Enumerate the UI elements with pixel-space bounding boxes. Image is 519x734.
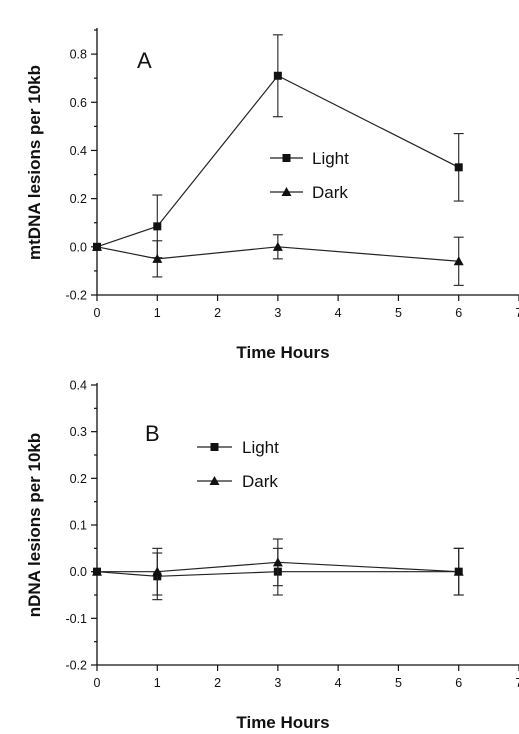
x-axis-title: Time Hours	[236, 713, 329, 732]
y-tick-label: 0.8	[70, 48, 87, 62]
legend-marker	[281, 187, 292, 196]
y-tick-label: 0.6	[70, 96, 87, 110]
panel-label: B	[145, 421, 160, 446]
data-point	[453, 256, 464, 266]
legend-marker	[209, 476, 220, 485]
x-tick-label: 7	[516, 306, 519, 320]
x-tick-label: 2	[214, 306, 221, 320]
x-tick-label: 0	[94, 676, 101, 690]
legend-label: Light	[312, 149, 349, 168]
y-axis-title: nDNA lesions per 10kb	[25, 433, 44, 618]
y-tick-label: -0.2	[65, 659, 87, 673]
series-line	[96, 246, 459, 262]
x-tick-label: 7	[516, 676, 519, 690]
data-point	[273, 71, 282, 80]
x-tick-label: 5	[395, 676, 402, 690]
data-point	[454, 163, 463, 172]
series-line	[97, 561, 459, 573]
series-dark	[92, 538, 464, 596]
legend-label: Dark	[312, 183, 348, 202]
y-tick-label: 0.3	[70, 425, 87, 439]
x-tick-label: 6	[455, 676, 462, 690]
legend: Light Dark	[197, 438, 279, 491]
data-point	[92, 566, 102, 576]
x-tick-label: 5	[395, 306, 402, 320]
y-tick-label: 0.0	[70, 565, 87, 579]
legend-label: Dark	[242, 472, 278, 491]
data-point	[152, 566, 163, 576]
series-line	[96, 75, 459, 248]
x-tick-label: 6	[455, 306, 462, 320]
legend-marker	[282, 154, 291, 162]
data-point	[153, 222, 162, 231]
legend-label: Light	[242, 438, 279, 457]
x-axis-title: Time Hours	[236, 343, 329, 362]
series-dark	[92, 234, 464, 286]
data-point	[92, 241, 102, 251]
data-point	[272, 241, 283, 251]
x-tick-label: 4	[335, 306, 342, 320]
y-tick-label: 0.2	[70, 472, 87, 486]
y-tick-label: 0.2	[70, 192, 87, 206]
panel-label: A	[137, 48, 152, 73]
legend: Light Dark	[270, 149, 349, 202]
x-tick-label: 3	[274, 676, 281, 690]
y-tick-label: -0.2	[65, 289, 87, 303]
x-tick-label: 2	[214, 676, 221, 690]
y-tick-label: 0.0	[70, 240, 87, 254]
y-tick-label: 0.4	[70, 144, 87, 158]
data-point	[152, 253, 163, 263]
x-tick-label: 0	[94, 306, 101, 320]
chart-panel-a: 0 1 2 3 4 5 6 7 -0.2 0.0 0.2 0.4 0.6 0.8 Time Hours mtD…	[25, 28, 519, 362]
legend-marker	[210, 443, 219, 451]
y-axis-title: mtDNA lesions per 10kb	[25, 65, 44, 260]
x-tick-label: 1	[154, 676, 161, 690]
y-tick-label: 0.1	[70, 519, 87, 533]
data-point	[272, 557, 283, 567]
series-line	[96, 571, 459, 577]
x-tick-label: 3	[274, 306, 281, 320]
y-tick-label: -0.1	[65, 612, 87, 626]
y-tick-label: 0.4	[70, 379, 87, 393]
chart-panel-b: 0 1 2 3 4 5 6 7 -0.2 -0.1 0.0 0.1 0.2 0.3 0.4 Time Hour…	[25, 379, 519, 732]
x-tick-label: 4	[335, 676, 342, 690]
data-point	[453, 566, 464, 576]
x-tick-label: 1	[154, 306, 161, 320]
